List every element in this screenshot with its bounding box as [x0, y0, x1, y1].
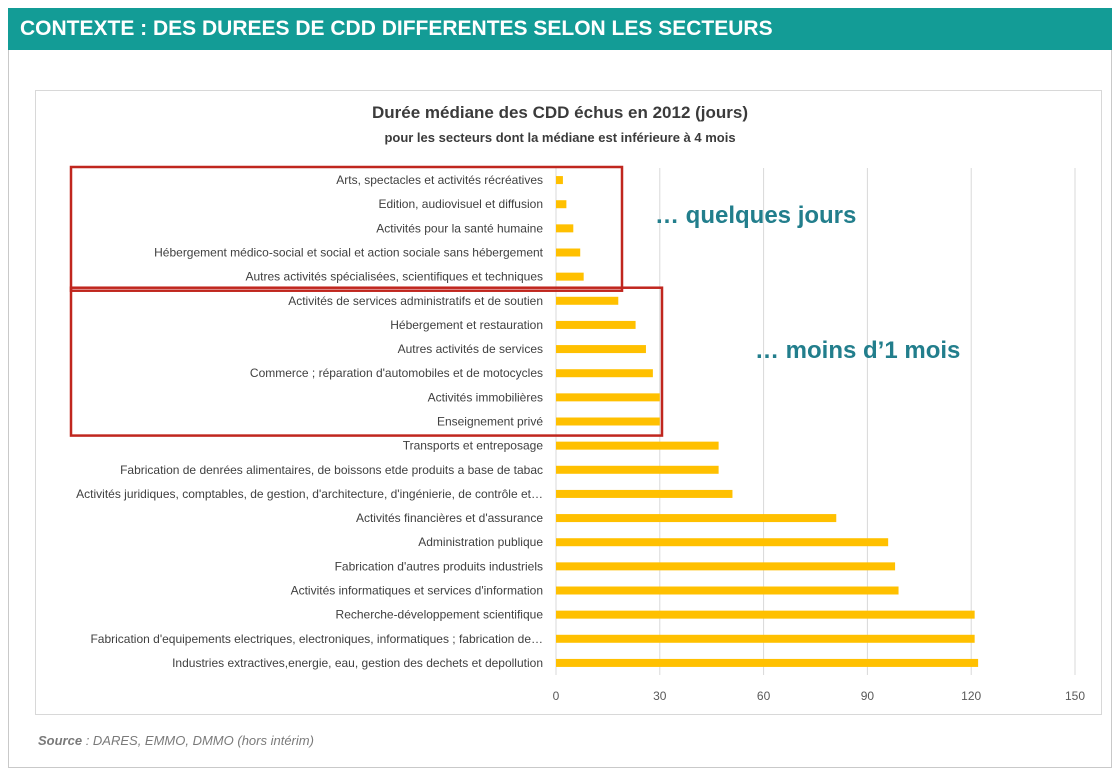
bar — [556, 441, 719, 450]
bar — [556, 320, 636, 329]
bar — [556, 610, 975, 619]
page-title: CONTEXTE : DES DUREES DE CDD DIFFERENTES… — [20, 17, 773, 40]
category-label: Activités immobilières — [428, 390, 543, 404]
x-tick-label: 0 — [553, 689, 560, 703]
category-label: Hébergement et restauration — [390, 318, 543, 332]
category-label: Activités juridiques, comptables, de ges… — [76, 487, 543, 501]
category-label: Activités pour la santé humaine — [376, 221, 543, 235]
category-label: Commerce ; réparation d'automobiles et d… — [250, 366, 543, 380]
annotation-few-days: … quelques jours — [655, 202, 857, 229]
highlight-box — [69, 286, 664, 437]
category-label: Autres activités de services — [398, 342, 543, 356]
page-header-banner: CONTEXTE : DES DUREES DE CDD DIFFERENTES… — [8, 8, 1112, 50]
x-tick-label: 60 — [757, 689, 771, 703]
bar — [556, 634, 975, 643]
bar — [556, 393, 660, 402]
bar — [556, 538, 889, 547]
category-label: Hébergement médico-social et social et a… — [154, 246, 544, 260]
bar — [556, 514, 837, 523]
bar — [556, 224, 574, 233]
chart-title: Durée médiane des CDD échus en 2012 (jou… — [371, 103, 749, 122]
category-label: Fabrication d'equipements electriques, e… — [90, 632, 543, 646]
slide-frame — [8, 50, 1112, 768]
bar — [556, 417, 660, 426]
bar — [556, 176, 563, 185]
x-tick-label: 90 — [861, 689, 875, 703]
chart-subtitle: pour les secteurs dont la médiane est in… — [384, 130, 736, 145]
bar — [556, 272, 584, 281]
category-label: Activités informatiques et services d'in… — [291, 584, 543, 598]
category-label: Arts, spectacles et activités récréative… — [336, 173, 543, 187]
bar — [556, 586, 899, 595]
x-tick-label: 150 — [1065, 689, 1085, 703]
source-text: : DARES, EMMO, DMMO (hors intérim) — [82, 733, 314, 748]
category-label: Enseignement privé — [437, 415, 543, 429]
bar — [556, 369, 653, 378]
bar — [556, 562, 896, 571]
category-label: Recherche-développement scientifique — [336, 608, 544, 622]
category-label: Transports et entreposage — [403, 439, 544, 453]
category-label: Autres activités spécialisées, scientifi… — [246, 270, 544, 284]
category-label: Activités financières et d'assurance — [356, 511, 543, 525]
category-label: Administration publique — [418, 535, 543, 549]
annotation-less-than-month: … moins d’1 mois — [755, 337, 961, 364]
source-label: Source — [38, 733, 83, 748]
bar — [556, 465, 719, 474]
bar — [556, 248, 581, 257]
category-label: Industries extractives,energie, eau, ges… — [172, 656, 543, 670]
category-label: Fabrication de denrées alimentaires, de … — [120, 463, 543, 477]
category-label: Fabrication d'autres produits industriel… — [335, 559, 543, 573]
bar — [556, 200, 567, 209]
source-note: Source : DARES, EMMO, DMMO (hors intérim… — [38, 733, 314, 748]
bar — [556, 296, 619, 305]
bar — [556, 658, 979, 667]
bar — [556, 345, 646, 354]
category-label: Edition, audiovisuel et diffusion — [378, 197, 543, 211]
bar — [556, 489, 733, 498]
x-tick-label: 30 — [653, 689, 667, 703]
category-label: Activités de services administratifs et … — [288, 294, 543, 308]
x-tick-label: 120 — [961, 689, 981, 703]
highlight-box — [69, 165, 624, 292]
